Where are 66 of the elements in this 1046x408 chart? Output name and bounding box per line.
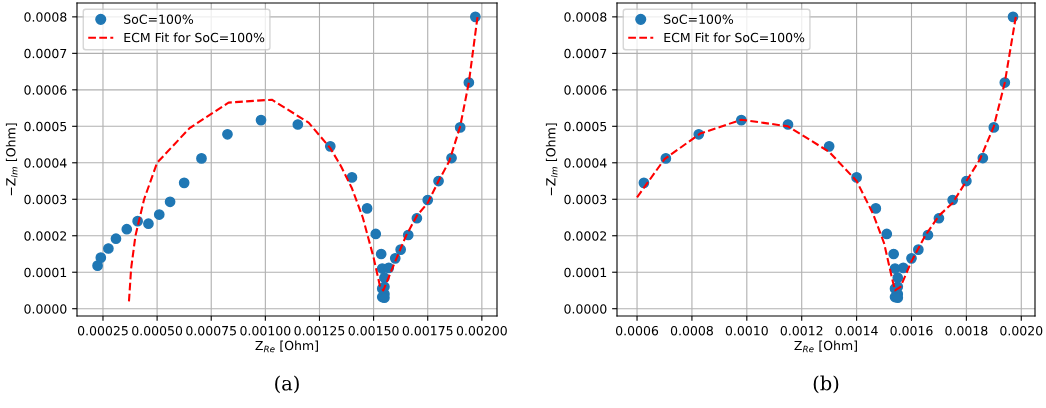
x-axis-title: Z$_{Re}$ [Ohm] [794,340,857,353]
point [110,233,122,245]
point [121,223,133,235]
x-axis-title: Z$_{Re}$ [Ohm] [255,340,318,353]
y-tick-label: 0.0000 [24,304,67,314]
x-tick-label: 0.00100 [240,325,291,336]
legend-label: ECM Fit for SoC=100% [664,32,805,43]
point [892,272,904,284]
x-tick-label: 0.0014 [835,325,878,336]
text: (b) [813,375,839,394]
point [196,153,207,164]
y-tick-label: 0.0007 [564,48,607,59]
x-tick-label: 0.00050 [132,325,183,336]
x-tick-label: 0.00175 [402,325,453,336]
x-tick-label: 0.00075 [186,325,236,336]
point [881,228,893,240]
legend-label: SoC=100% [124,14,194,24]
y-tick-label: 0.0003 [564,194,607,205]
y-tick-label: 0.0007 [24,48,67,59]
point [375,248,387,260]
y-tick-label: 0.0005 [564,121,607,132]
point [164,196,176,208]
x-tick-label: 0.0006 [615,325,659,336]
point [95,252,107,263]
y-tick-label: 0.0003 [24,194,67,205]
y-axis-title: −Z$_{Im}$ [Ohm] [545,123,558,196]
point [178,177,190,189]
point [143,218,154,230]
x-tick-label: 0.0008 [670,325,713,336]
y-axis-title: −Z$_{Im}$ [Ohm] [5,123,18,196]
point [92,260,103,272]
x-tick-label: 0.0016 [890,325,933,336]
y-tick-label: 0.0001 [24,267,67,278]
y-tick-label: 0.0008 [24,12,67,22]
point [103,243,114,254]
x-tick-label: 0.0012 [780,325,823,336]
y-tick-label: 0.0004 [564,158,607,168]
x-tick-label: 0.00150 [348,325,399,336]
x-tick-label: 0.00025 [77,325,128,336]
point [823,141,835,152]
point [222,128,233,140]
point [361,203,373,214]
point [870,203,882,214]
x-tick-label: 0.00200 [456,325,507,336]
y-tick-label: 0.0006 [24,85,67,95]
point [888,248,900,260]
x-tick-label: 0.00125 [294,325,345,336]
legend-label: SoC=100% [664,14,734,24]
y-tick-label: 0.0004 [24,158,67,168]
x-tick-label: 0.0018 [945,325,988,336]
y-tick-label: 0.0002 [24,231,67,241]
point [153,209,165,220]
point [292,119,304,130]
x-tick-label: 0.0010 [725,325,768,336]
point [255,114,267,126]
text: (a) [275,375,299,394]
y-tick-label: 0.0008 [564,12,607,22]
y-tick-label: 0.0000 [564,304,607,314]
y-tick-label: 0.0005 [24,121,67,132]
x-tick-label: 0.0020 [1000,325,1043,336]
legend-label: ECM Fit for SoC=100% [124,32,265,43]
y-tick-label: 0.0002 [564,231,607,241]
y-tick-label: 0.0001 [564,267,607,278]
y-tick-label: 0.0006 [564,85,607,95]
point [346,172,358,183]
point [370,228,382,240]
